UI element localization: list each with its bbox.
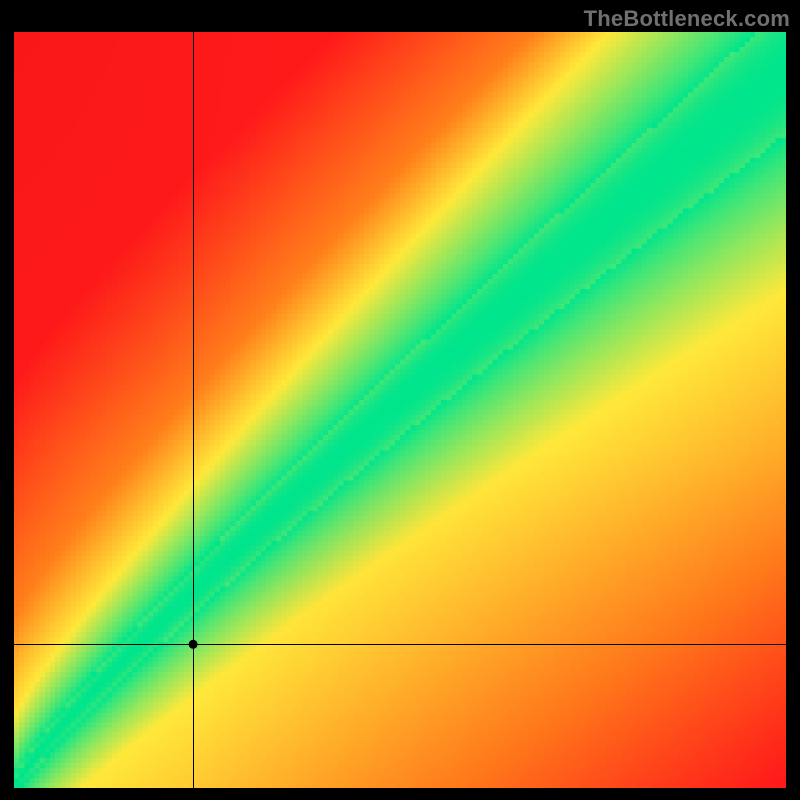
heatmap-plot <box>14 32 786 788</box>
axes-overlay <box>14 32 786 788</box>
watermark-text: TheBottleneck.com <box>584 6 790 32</box>
